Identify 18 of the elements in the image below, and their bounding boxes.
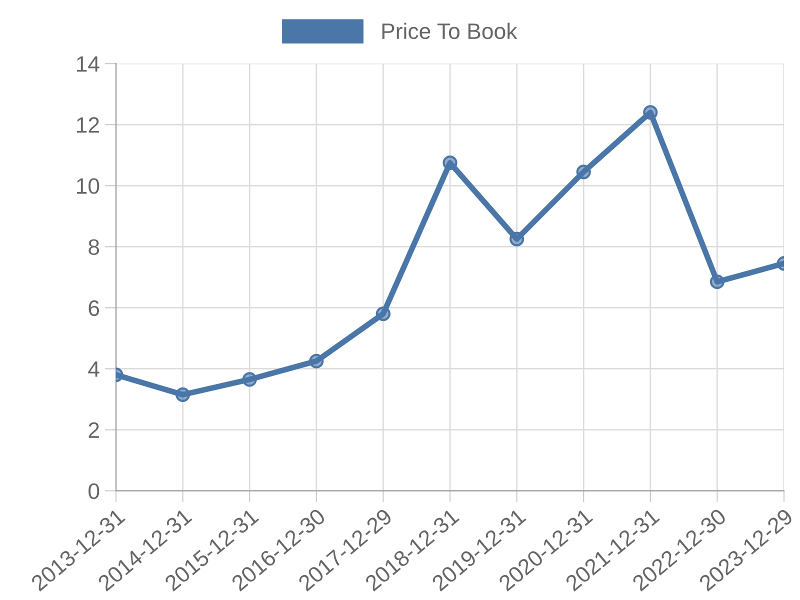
- legend-label: Price To Book: [382, 22, 518, 40]
- point: [442, 155, 458, 170]
- point: [376, 306, 390, 322]
- point: [576, 164, 591, 180]
- point: [510, 232, 524, 246]
- y-tick-label: 4: [88, 362, 100, 377]
- point: [309, 354, 324, 368]
- y-tick-label: 8: [88, 239, 100, 255]
- y-tick-label: 12: [77, 117, 99, 133]
- point: [710, 274, 724, 290]
- point: [242, 372, 257, 387]
- y-tick-label: 0: [88, 483, 100, 500]
- y-tick-label: 14: [77, 56, 100, 72]
- y-tick-label: 6: [88, 300, 100, 316]
- point: [176, 387, 190, 402]
- point: [643, 105, 658, 120]
- y-tick-label: 10: [77, 178, 100, 194]
- y-tick-label: 2: [88, 422, 99, 438]
